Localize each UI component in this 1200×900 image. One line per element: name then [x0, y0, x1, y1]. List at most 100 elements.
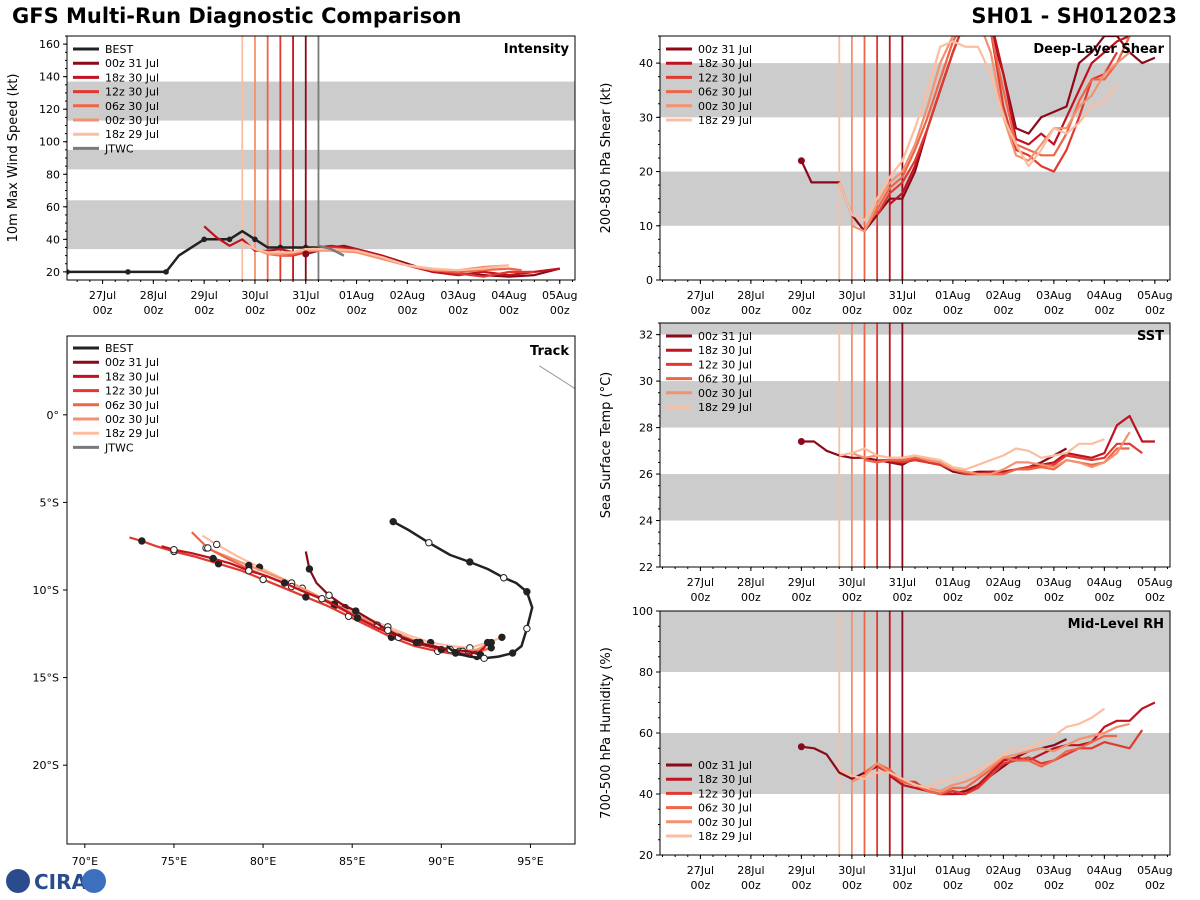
rh-legend-label: 00z 30 Jul — [698, 816, 752, 829]
shear-plot-area — [797, 36, 1156, 280]
track-position-marker — [353, 614, 362, 622]
sst-ytick-label: 30 — [639, 375, 653, 388]
intensity-panel: 20 40 60 80 100 120 140 160 27Jul 00z 28Jul 00z 29Ju… — [6, 35, 578, 317]
shear-xtick-label: 00z — [1145, 304, 1165, 317]
rh-ytick-label: 60 — [639, 727, 653, 740]
shear-xtick-label: 00z — [943, 304, 963, 317]
shear-series-line — [876, 36, 1118, 216]
shear-xtick-label: 27Jul — [687, 289, 714, 302]
shear-legend-label: 00z 31 Jul — [698, 43, 752, 56]
intensity-xtick-label: 00z — [448, 304, 468, 317]
track-ytick-label: 5°S — [40, 496, 59, 509]
shear-ylabel: 200-850 hPa Shear (kt) — [599, 83, 614, 234]
track-position-marker — [498, 633, 506, 641]
shear-xtick-label: 00z — [1044, 304, 1064, 317]
track-legend-label: 06z 30 Jul — [105, 399, 159, 412]
shear-xtick-label: 00z — [993, 304, 1013, 317]
intensity-ylabel: 10m Max Wind Speed (kt) — [6, 74, 21, 243]
intensity-xtick-label: 02Aug — [390, 289, 425, 302]
intensity-xtick-label: 00z — [397, 304, 417, 317]
shear-legend-label: 18z 30 Jul — [698, 57, 752, 70]
sst-xtick-label: 00z — [691, 591, 711, 604]
sst-xtick-label: 29Jul — [788, 576, 815, 589]
rh-ytick-label: 40 — [639, 788, 653, 801]
sst-ytick-label: 22 — [639, 561, 653, 574]
rh-xtick-label: 00z — [691, 879, 711, 892]
rh-xtick-label: 00z — [943, 879, 963, 892]
track-legend-label: BEST — [105, 342, 133, 355]
rh-xtick-label: 00z — [1044, 879, 1064, 892]
intensity-series-line — [241, 241, 510, 272]
track-position-marker — [480, 654, 488, 663]
sst-band — [660, 474, 1170, 521]
track-position-marker — [500, 574, 508, 582]
rh-series-line — [863, 734, 1117, 796]
sst-xtick-label: 00z — [1044, 591, 1064, 604]
intensity-init-dot — [302, 250, 310, 258]
track-position-marker — [523, 588, 531, 596]
shear-xtick-label: 03Aug — [1036, 289, 1071, 302]
shear-xtick-label: 05Aug — [1137, 289, 1172, 302]
sst-xtick-label: 00z — [1094, 591, 1114, 604]
intensity-xtick-label: 00z — [347, 304, 367, 317]
intensity-title: Intensity — [504, 42, 570, 57]
shear-legend-label: 12z 30 Jul — [698, 71, 752, 84]
sst-ylabel: Sea Surface Temp (°C) — [599, 372, 614, 519]
sst-xtick-label: 31Jul — [889, 576, 916, 589]
intensity-legend-label: 12z 30 Jul — [105, 86, 159, 99]
intensity-ytick-label: 60 — [46, 201, 60, 214]
intensity-best-marker — [201, 236, 207, 243]
track-position-marker — [451, 649, 460, 657]
shear-xtick-label: 28Jul — [737, 289, 764, 302]
shear-xtick-label: 01Aug — [935, 289, 970, 302]
rh-xtick-label: 00z — [741, 879, 761, 892]
track-position-marker — [352, 607, 360, 615]
track-position-marker — [508, 649, 517, 657]
shear-legend-label: 18z 29 Jul — [698, 114, 752, 127]
shear-xtick-label: 00z — [791, 304, 811, 317]
track-plot-area — [129, 365, 575, 663]
rh-panel: 20 40 60 80 100 27Jul 00z 28Jul 00z 29Jul 00z 30Jul… — [599, 605, 1173, 892]
sst-legend-label: 12z 30 Jul — [698, 358, 752, 371]
sst-ytick-label: 32 — [639, 329, 653, 342]
intensity-band — [67, 200, 575, 250]
sst-panel: 22 24 26 28 30 32 27Jul 00z 28Jul 00z 29Jul 00z 30Ju… — [599, 322, 1173, 604]
rh-xtick-label: 28Jul — [737, 864, 764, 877]
shear-xtick-label: 04Aug — [1087, 289, 1122, 302]
track-position-marker — [523, 624, 531, 633]
intensity-xtick-label: 00z — [245, 304, 265, 317]
shear-legend-label: 00z 30 Jul — [698, 100, 752, 113]
intensity-legend-label: 18z 29 Jul — [105, 128, 159, 141]
shear-series-line — [838, 40, 1118, 222]
track-legend-label: JTWC — [104, 441, 134, 454]
rh-xtick-label: 00z — [1145, 879, 1165, 892]
sst-legend-label: 06z 30 Jul — [698, 373, 752, 386]
intensity-series-line — [203, 225, 560, 277]
sst-ytick-label: 26 — [639, 468, 653, 481]
shear-xtick-label: 00z — [691, 304, 711, 317]
sst-legend-label: 18z 29 Jul — [698, 401, 752, 414]
shear-xtick-label: 00z — [892, 304, 912, 317]
rh-ytick-label: 20 — [639, 849, 653, 862]
sst-band — [660, 323, 1170, 335]
sst-band — [660, 381, 1170, 428]
sst-xtick-label: 00z — [892, 591, 912, 604]
rh-series-line — [838, 707, 1106, 790]
rh-xtick-label: 00z — [1094, 879, 1114, 892]
shear-xtick-label: 30Jul — [838, 289, 865, 302]
shear-panel: 0 10 20 30 40 27Jul 00z 28Jul 00z 29Jul 00z 30Jul 00… — [599, 35, 1173, 317]
rh-xtick-label: 00z — [842, 879, 862, 892]
track-position-marker — [425, 539, 433, 547]
rh-band — [660, 611, 1170, 672]
rh-legend-label: 12z 30 Jul — [698, 787, 752, 800]
intensity-ytick-label: 80 — [46, 168, 60, 181]
shear-xtick-label: 00z — [1094, 304, 1114, 317]
track-position-marker — [245, 567, 253, 575]
track-ytick-label: 10°S — [33, 584, 59, 597]
sst-ytick-label: 24 — [639, 515, 653, 528]
storm-id: SH01 - SH012023 — [971, 4, 1177, 28]
sst-xtick-label: 00z — [943, 591, 963, 604]
rh-xtick-label: 31Jul — [889, 864, 916, 877]
sst-init-dot — [797, 438, 805, 446]
